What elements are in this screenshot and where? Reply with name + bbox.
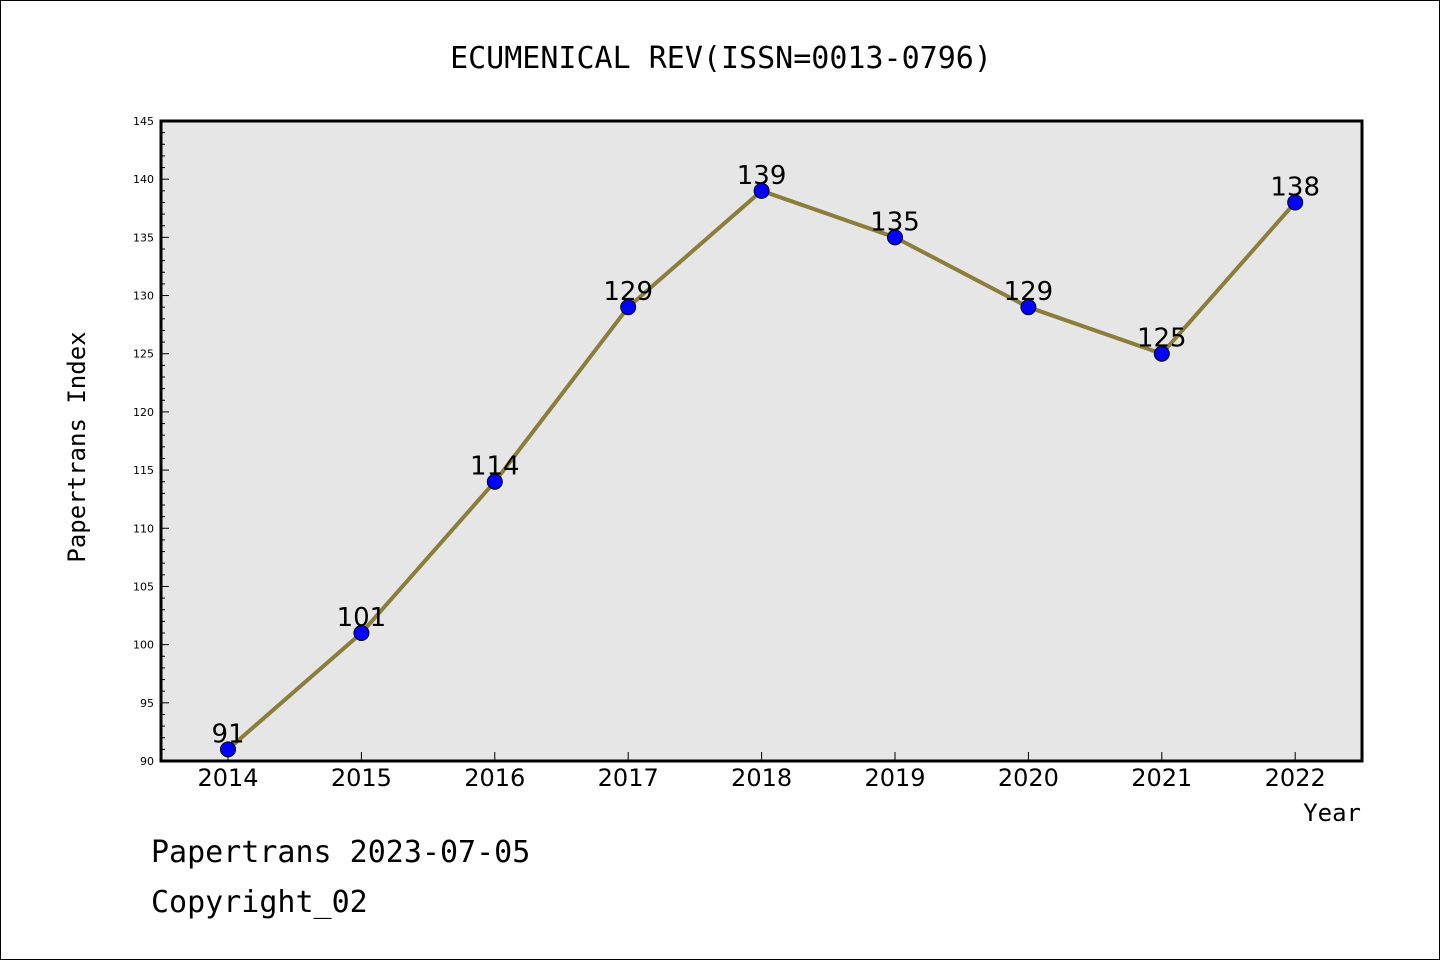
plot-area (161, 121, 1362, 761)
footer-copyright: Copyright_02 (151, 885, 368, 920)
data-labels: 91 101 114 129 139 135 129 125 138 (211, 161, 1320, 750)
x-axis-label: Year (1303, 799, 1361, 827)
data-label: 135 (870, 207, 920, 237)
y-tick-label: 90 (140, 755, 154, 768)
footer-date: Papertrans 2023-07-05 (151, 835, 531, 870)
data-label: 129 (1004, 277, 1054, 307)
y-tick-label: 130 (133, 290, 154, 303)
y-tick-label: 140 (133, 173, 154, 186)
y-tick-label: 115 (133, 464, 154, 477)
x-tick-label: 2019 (864, 764, 925, 792)
data-label: 139 (737, 161, 787, 191)
data-point (220, 741, 236, 758)
data-point (353, 625, 370, 641)
y-tick-label: 95 (140, 697, 154, 710)
data-point (620, 299, 637, 316)
data-label: 114 (470, 452, 520, 482)
y-tick-label: 120 (133, 406, 154, 419)
x-tick-label: 2020 (998, 764, 1059, 792)
plot-border (159, 119, 1364, 763)
y-tick-label: 125 (133, 348, 154, 361)
y-tick-label: 110 (133, 522, 154, 535)
data-point (1287, 194, 1304, 211)
y-tick-label: 145 (133, 115, 154, 128)
data-point (486, 473, 503, 490)
chart-title: ECUMENICAL REV(ISSN=0013-0796) (450, 41, 992, 76)
data-label: 101 (337, 603, 387, 633)
x-axis: 2014 2015 2016 2017 2018 2019 2020 2021 2022 (197, 752, 1326, 792)
x-tick-label: 2014 (197, 764, 258, 792)
y-axis: 90 95 100 105 110 115 120 125 130 135 140 145 (133, 115, 169, 768)
data-point (887, 229, 903, 246)
x-tick-label: 2022 (1265, 764, 1326, 792)
data-label: 91 (211, 719, 244, 749)
data-label: 138 (1270, 172, 1320, 202)
data-label: 129 (603, 277, 653, 307)
x-tick-label: 2021 (1131, 764, 1192, 792)
x-tick-label: 2016 (464, 764, 525, 792)
y-axis-label: Papertrans Index (63, 331, 91, 562)
y-tick-label: 135 (133, 231, 154, 244)
data-point (753, 182, 770, 199)
x-tick-label: 2015 (331, 764, 392, 792)
data-label: 125 (1137, 324, 1187, 354)
x-tick-label: 2018 (731, 764, 792, 792)
data-point (1153, 345, 1170, 362)
y-tick-label: 100 (133, 639, 154, 652)
data-point (1020, 299, 1037, 316)
y-tick-label: 105 (133, 580, 154, 593)
x-tick-label: 2017 (598, 764, 659, 792)
series-group (220, 182, 1304, 758)
